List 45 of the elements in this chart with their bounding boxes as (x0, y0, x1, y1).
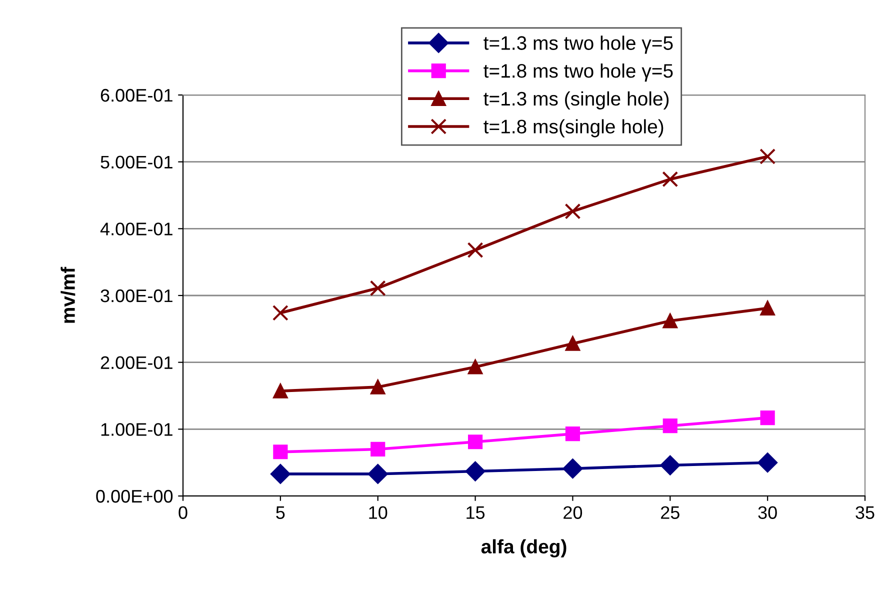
x-axis-title: alfa (deg) (481, 539, 566, 558)
y-tick-label: 3.00E-01 (100, 289, 172, 302)
point (760, 300, 775, 316)
point (368, 464, 388, 484)
point (468, 360, 483, 374)
point (273, 444, 288, 460)
point (564, 203, 581, 220)
legend-label: t=1.8 ms(single hole) (484, 119, 664, 138)
point (465, 461, 486, 482)
point (272, 304, 288, 321)
point (273, 384, 288, 398)
point (565, 336, 580, 351)
point (760, 410, 775, 426)
point (662, 418, 678, 434)
y-tick-label: 4.00E-01 (100, 222, 172, 236)
y-tick-label: 1.00E-01 (101, 423, 172, 436)
point (468, 434, 483, 450)
point (660, 455, 680, 476)
x-tick-label: 15 (466, 506, 485, 519)
point (760, 148, 776, 164)
x-tick-label: 20 (564, 506, 582, 519)
y-tick-label: 0.00E+00 (96, 490, 173, 503)
x-tick-label: 25 (661, 506, 680, 519)
x-tick-label: 10 (369, 506, 388, 519)
x-tick-label: 35 (856, 506, 874, 519)
point (370, 442, 386, 457)
y-tick-label: 6.00E-01 (100, 88, 172, 102)
point (562, 458, 583, 478)
point (467, 242, 484, 258)
point (565, 426, 580, 442)
x-tick-label: 5 (276, 506, 285, 519)
point (270, 464, 290, 484)
y-tick-label: 5.00E-01 (100, 156, 172, 169)
legend-label: t=1.3 ms two hole γ=5 (484, 36, 673, 54)
y-axis-title: mv/mf (60, 266, 76, 323)
legend-label: t=1.3 ms (single hole) (484, 91, 669, 110)
point (370, 380, 386, 394)
point (758, 452, 778, 472)
x-tick-label: 0 (178, 506, 188, 519)
legend-label: t=1.8 ms two hole γ=5 (484, 64, 673, 82)
point (370, 280, 386, 296)
point (662, 314, 678, 328)
x-tick-label: 30 (758, 506, 777, 519)
y-tick-label: 2.00E-01 (100, 356, 172, 370)
point (662, 171, 678, 188)
